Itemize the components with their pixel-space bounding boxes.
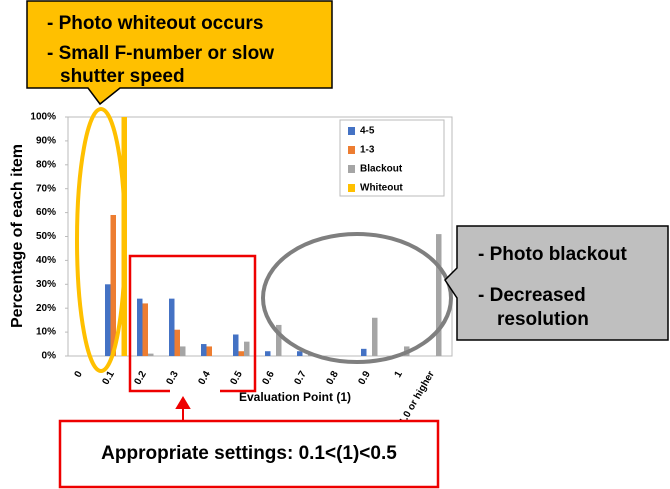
x-tick-label: 0.5 — [228, 369, 245, 387]
y-tick-label: 90% — [36, 136, 56, 147]
bar — [206, 346, 212, 356]
y-tick-label: 50% — [36, 231, 56, 242]
legend-label: Blackout — [360, 164, 403, 175]
bar — [137, 298, 143, 356]
bar — [174, 329, 180, 356]
y-tick-label: 20% — [36, 303, 56, 314]
y-tick-label: 100% — [30, 112, 56, 123]
annotation: shutter speed — [60, 66, 185, 87]
x-tick-label: 0.8 — [324, 369, 341, 387]
appropriate-box — [58, 419, 440, 489]
x-tick-label: 1 — [393, 369, 406, 380]
appropriate-range — [128, 254, 257, 393]
legend-label: 4-5 — [360, 126, 375, 137]
x-tick-label: 0.6 — [260, 369, 277, 387]
y-axis-title: Percentage of each item — [9, 144, 26, 328]
y-tick-label: 40% — [36, 255, 56, 266]
annotation: Appropriate settings: 0.1<(1)<0.5 — [101, 443, 397, 464]
blackout-callout — [444, 225, 669, 341]
bar — [276, 324, 282, 356]
bar — [265, 351, 271, 356]
whiteout-callout — [26, 0, 333, 106]
legend-swatch — [348, 165, 355, 173]
legend-swatch — [348, 184, 355, 192]
y-tick-label: 30% — [36, 279, 56, 290]
y-tick-label: 60% — [36, 207, 56, 218]
x-tick-label: 0.4 — [196, 369, 213, 387]
annotation: resolution — [497, 309, 589, 330]
annotation: - Decreased — [478, 285, 586, 306]
bar — [142, 303, 148, 356]
bar — [180, 346, 186, 356]
x-tick-label: 0.7 — [292, 369, 309, 387]
annotation: - Small F-number or slow — [47, 43, 274, 64]
y-tick-label: 70% — [36, 183, 56, 194]
legend-label: Whiteout — [360, 183, 403, 194]
x-tick-label: 1.0 or higher — [397, 369, 437, 427]
bar — [148, 353, 154, 356]
y-tick-label: 0% — [42, 351, 57, 362]
legend-box — [339, 119, 445, 197]
x-tick-label: 0.2 — [132, 369, 149, 387]
bar — [436, 234, 442, 356]
whiteout-ellipse — [75, 107, 127, 373]
annotation: - Photo blackout — [478, 244, 628, 265]
bar — [372, 317, 378, 356]
annotation: - Photo whiteout occurs — [47, 13, 263, 34]
x-tick-label: 0.3 — [164, 369, 181, 387]
bar — [105, 284, 111, 356]
bar — [238, 351, 244, 356]
arrow — [175, 396, 191, 420]
y-tick-label: 80% — [36, 159, 56, 170]
bar — [201, 344, 207, 356]
blackout-ellipse — [261, 232, 453, 364]
bar — [110, 214, 116, 356]
y-tick-label: 10% — [36, 327, 56, 338]
legend-swatch — [348, 146, 355, 154]
bar — [244, 341, 250, 356]
x-tick-label: 0 — [73, 369, 86, 380]
bar — [233, 334, 239, 356]
bar — [297, 351, 303, 356]
x-axis-title: Evaluation Point (1) — [239, 390, 351, 404]
bar — [169, 298, 175, 356]
legend-swatch — [348, 127, 355, 135]
bar — [361, 348, 367, 356]
x-tick-label: 0.9 — [356, 369, 373, 387]
legend-label: 1-3 — [360, 145, 375, 156]
